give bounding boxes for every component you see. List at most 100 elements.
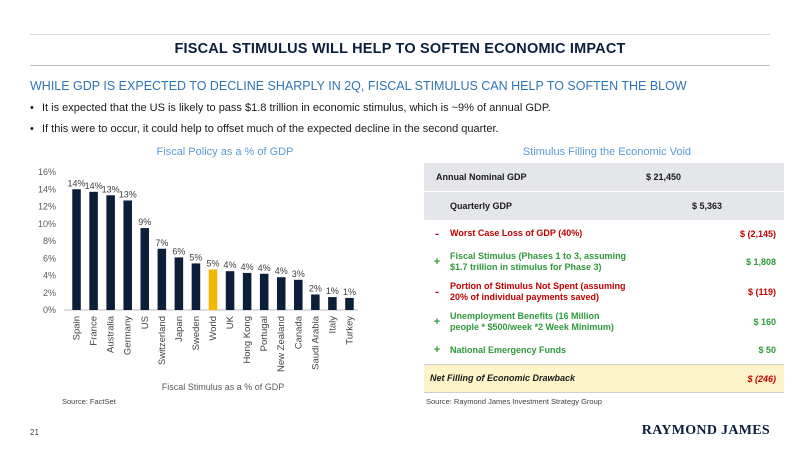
- table-row: - Worst Case Loss of GDP (40%) $ (2,145): [424, 221, 784, 247]
- page-subtitle: WHILE GDP IS EXPECTED TO DECLINE SHARPLY…: [30, 79, 687, 93]
- x-tick-label: Spain: [72, 316, 83, 340]
- row-label: Quarterly GDP: [450, 200, 513, 211]
- table-row: Annual Nominal GDP $ 21,450: [424, 163, 784, 192]
- row-label-line: Fiscal Stimulus (Phases 1 to 3, assuming: [450, 250, 627, 261]
- row-label-line: people * $500/week *2 Week Minimum): [450, 321, 614, 332]
- row-label: National Emergency Funds: [450, 344, 567, 355]
- row-value: $ 1,808: [745, 256, 776, 267]
- row-label: Worst Case Loss of GDP (40%): [450, 228, 583, 238]
- bullet-text: If this were to occur, it could help to …: [42, 123, 499, 135]
- row-label: Fiscal Stimulus (Phases 1 to 3, assuming…: [450, 251, 626, 273]
- x-tick-label: World: [208, 316, 219, 341]
- data-label: 6%: [172, 246, 185, 256]
- row-sign: +: [433, 315, 441, 328]
- y-tick-label: 16%: [38, 167, 56, 177]
- x-tick-label: Japan: [174, 316, 185, 342]
- bar: [259, 273, 269, 310]
- x-tick-label: US: [140, 316, 151, 329]
- row-sign: -: [435, 285, 439, 298]
- bullet-text: It is expected that the US is likely to …: [42, 102, 551, 114]
- row-label-line: Portion of Stimulus Not Spent (assuming: [450, 280, 626, 291]
- y-tick-label: 12%: [38, 202, 56, 212]
- top-rule: [30, 34, 770, 35]
- data-label: 4%: [241, 262, 254, 272]
- bar: [72, 189, 81, 310]
- table-panel-title: Stimulus Filling the Economic Void: [522, 146, 692, 158]
- data-label: 9%: [138, 217, 151, 227]
- row-value: $ (119): [747, 286, 776, 297]
- raymond-james-logo: RAYMOND JAMES: [641, 423, 770, 438]
- data-label: 13%: [102, 184, 120, 194]
- y-tick-label: 6%: [43, 253, 56, 263]
- bar: [191, 263, 201, 310]
- bullet-dot-icon: •: [30, 102, 34, 114]
- bar: [123, 200, 132, 310]
- data-label: 4%: [224, 260, 237, 270]
- bullet-list: • It is expected that the US is likely to…: [30, 100, 551, 142]
- data-label: 4%: [275, 266, 288, 276]
- data-label: 1%: [343, 287, 356, 297]
- data-label: 13%: [119, 189, 137, 199]
- page-title: FISCAL STIMULUS WILL HELP TO SOFTEN ECON…: [174, 41, 626, 57]
- data-label: 2%: [309, 283, 322, 293]
- data-label: 3%: [292, 269, 305, 279]
- bar: [225, 271, 235, 310]
- y-tick-label: 14%: [38, 184, 56, 194]
- table-total-row: Net Filling of Economic Drawback $ (246): [424, 364, 784, 393]
- bar: [276, 277, 286, 310]
- table-row: + National Emergency Funds $ 50: [424, 337, 784, 364]
- y-tick-label: 10%: [38, 219, 56, 229]
- chart-source: Source: FactSet: [62, 397, 116, 406]
- data-label: 4%: [258, 263, 271, 273]
- chart-panel-title: Fiscal Policy as a % of GDP: [156, 146, 294, 158]
- row-value: $ 21,450: [646, 172, 682, 182]
- row-sign: +: [433, 255, 441, 268]
- data-label: 14%: [68, 178, 86, 188]
- row-label-line: Unemployment Benefits (16 Million: [450, 310, 600, 321]
- x-tick-label: France: [89, 316, 100, 346]
- y-tick-label: 2%: [43, 288, 56, 298]
- row-value: $ (246): [747, 373, 776, 384]
- x-tick-label: Saudi Arabia: [310, 315, 321, 370]
- fiscal-stimulus-bar-chart: 0% 2% 4% 6% 8% 10% 12% 14% 16% 14% Spain 14% France 1…: [38, 167, 358, 392]
- bullet-item: • If this were to occur, it could help to…: [30, 121, 551, 142]
- table-row: - Portion of Stimulus Not Spent (assumin…: [424, 277, 784, 307]
- bar: [174, 257, 184, 310]
- bar: [157, 248, 167, 310]
- bar: [328, 297, 337, 310]
- row-label-line: $1.7 trillion in stimulus for Phase 3): [450, 261, 602, 272]
- page-number: 21: [30, 428, 39, 437]
- row-label: Annual Nominal GDP: [436, 171, 527, 182]
- x-tick-label: UK: [225, 315, 236, 329]
- title-rule: [30, 65, 770, 66]
- bullet-dot-icon: •: [30, 123, 34, 135]
- y-tick-label: 8%: [43, 236, 56, 246]
- row-value: $ 160: [753, 316, 776, 327]
- row-label: Unemployment Benefits (16 Million people…: [450, 311, 614, 333]
- bar: [140, 228, 150, 310]
- bar: [106, 195, 115, 310]
- bar: [345, 297, 354, 310]
- bar: [208, 269, 218, 310]
- data-label: 14%: [85, 181, 103, 191]
- bar: [89, 191, 98, 310]
- row-label: Net Filling of Economic Drawback: [430, 373, 576, 383]
- row-label-line: 20% of individual payments saved): [450, 291, 600, 302]
- x-tick-label: Turkey: [344, 316, 355, 345]
- row-value: $ 50: [758, 345, 776, 355]
- table-source: Source: Raymond James Investment Strateg…: [426, 397, 602, 406]
- x-axis-title: Fiscal Stimulus as a % of GDP: [162, 382, 285, 392]
- table-row: + Fiscal Stimulus (Phases 1 to 3, assumi…: [424, 247, 784, 277]
- x-tick-label: Canada: [293, 315, 304, 349]
- table-row: Quarterly GDP $ 5,363: [424, 192, 784, 221]
- x-tick-label: Hong Kong: [242, 316, 253, 364]
- x-tick-label: Switzerland: [157, 316, 168, 365]
- data-label: 5%: [189, 252, 202, 262]
- x-tick-label: Australia: [106, 315, 117, 353]
- row-sign: -: [435, 227, 439, 240]
- x-tick-label: Portugal: [259, 316, 270, 351]
- data-label: 5%: [206, 258, 219, 268]
- data-label: 7%: [155, 238, 168, 248]
- bar: [294, 279, 303, 310]
- y-tick-label: 4%: [43, 271, 56, 281]
